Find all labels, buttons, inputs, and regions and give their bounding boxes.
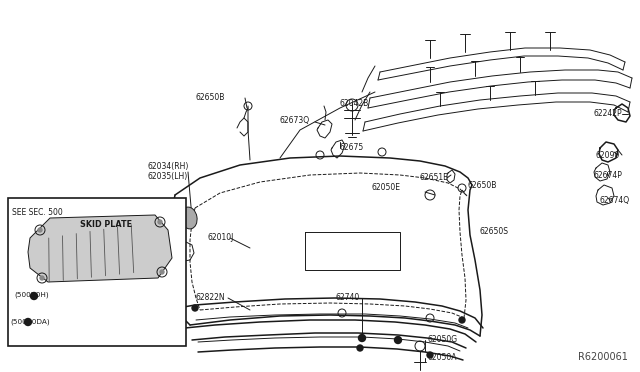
Circle shape <box>427 352 433 358</box>
Circle shape <box>24 318 31 326</box>
Text: SKID PLATE: SKID PLATE <box>80 220 132 229</box>
Bar <box>8 198 186 346</box>
Circle shape <box>38 228 42 232</box>
Text: (500B0DA): (500B0DA) <box>10 319 50 325</box>
Circle shape <box>40 276 44 280</box>
Text: 62673Q: 62673Q <box>280 115 310 125</box>
Text: 62822N: 62822N <box>196 294 226 302</box>
Circle shape <box>358 334 365 341</box>
Text: (500B0H): (500B0H) <box>14 292 49 298</box>
Ellipse shape <box>181 207 197 229</box>
Text: 62034(RH): 62034(RH) <box>148 163 189 171</box>
Text: SEE SEC. 500: SEE SEC. 500 <box>12 208 63 217</box>
Text: 62090: 62090 <box>596 151 620 160</box>
Circle shape <box>192 305 198 311</box>
Text: 62675: 62675 <box>340 144 364 153</box>
Text: 62010J: 62010J <box>208 234 234 243</box>
Text: 62050A: 62050A <box>428 353 458 362</box>
Circle shape <box>158 220 162 224</box>
Polygon shape <box>28 215 172 282</box>
Text: 62674P: 62674P <box>594 170 623 180</box>
Text: 62242P: 62242P <box>594 109 623 119</box>
Text: 62050G: 62050G <box>428 336 458 344</box>
Circle shape <box>160 270 164 274</box>
Text: 62042B: 62042B <box>340 99 369 108</box>
Text: 62650B: 62650B <box>468 182 497 190</box>
Circle shape <box>459 317 465 323</box>
Circle shape <box>357 345 363 351</box>
Text: 62651E: 62651E <box>420 173 449 183</box>
Circle shape <box>394 337 401 343</box>
Text: 62674Q: 62674Q <box>600 196 630 205</box>
Text: R6200061: R6200061 <box>578 352 628 362</box>
Text: 62650S: 62650S <box>480 228 509 237</box>
Text: 62650B: 62650B <box>195 93 225 103</box>
Text: 62050E: 62050E <box>372 183 401 192</box>
Text: 62035(LH): 62035(LH) <box>148 173 188 182</box>
Text: 62740: 62740 <box>335 294 359 302</box>
Circle shape <box>31 292 38 299</box>
